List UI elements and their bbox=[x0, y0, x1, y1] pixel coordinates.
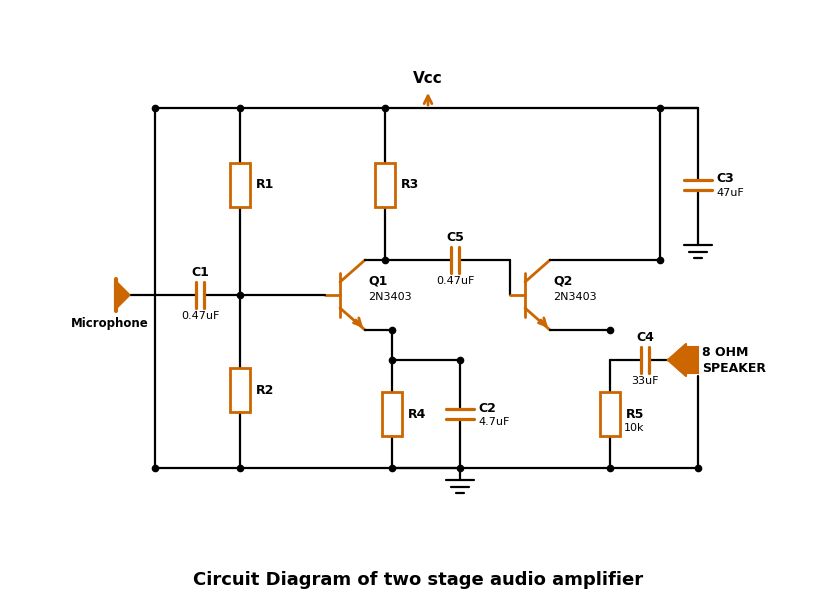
Text: 2N3403: 2N3403 bbox=[368, 292, 411, 302]
Bar bbox=[381, 392, 401, 436]
Text: C3: C3 bbox=[715, 172, 733, 186]
Text: 47uF: 47uF bbox=[715, 188, 743, 198]
Text: 0.47uF: 0.47uF bbox=[181, 311, 219, 321]
Text: Vcc: Vcc bbox=[413, 71, 442, 86]
Text: 4.7uF: 4.7uF bbox=[477, 417, 509, 427]
Polygon shape bbox=[116, 281, 130, 309]
Text: R4: R4 bbox=[407, 407, 426, 420]
Text: R2: R2 bbox=[256, 384, 274, 396]
Text: 10k: 10k bbox=[624, 423, 644, 433]
Text: C5: C5 bbox=[446, 231, 463, 244]
Bar bbox=[686, 347, 697, 373]
Text: Q1: Q1 bbox=[368, 275, 387, 288]
Polygon shape bbox=[667, 344, 686, 376]
Text: Q2: Q2 bbox=[553, 275, 572, 288]
Text: Microphone: Microphone bbox=[71, 317, 149, 330]
Text: 8 OHM: 8 OHM bbox=[701, 345, 747, 359]
Bar bbox=[375, 163, 395, 207]
Text: 33uF: 33uF bbox=[630, 376, 658, 386]
Text: R3: R3 bbox=[400, 178, 419, 191]
Text: C4: C4 bbox=[635, 331, 653, 344]
Text: Circuit Diagram of two stage audio amplifier: Circuit Diagram of two stage audio ampli… bbox=[193, 571, 642, 589]
Text: 0.47uF: 0.47uF bbox=[436, 276, 474, 286]
Text: R5: R5 bbox=[625, 407, 644, 420]
Bar bbox=[230, 368, 250, 412]
Text: SPEAKER: SPEAKER bbox=[701, 362, 765, 375]
Bar bbox=[599, 392, 619, 436]
Bar bbox=[230, 163, 250, 207]
Text: 2N3403: 2N3403 bbox=[553, 292, 596, 302]
Text: R1: R1 bbox=[256, 178, 274, 191]
Text: C2: C2 bbox=[477, 401, 495, 415]
Text: C1: C1 bbox=[191, 266, 209, 279]
